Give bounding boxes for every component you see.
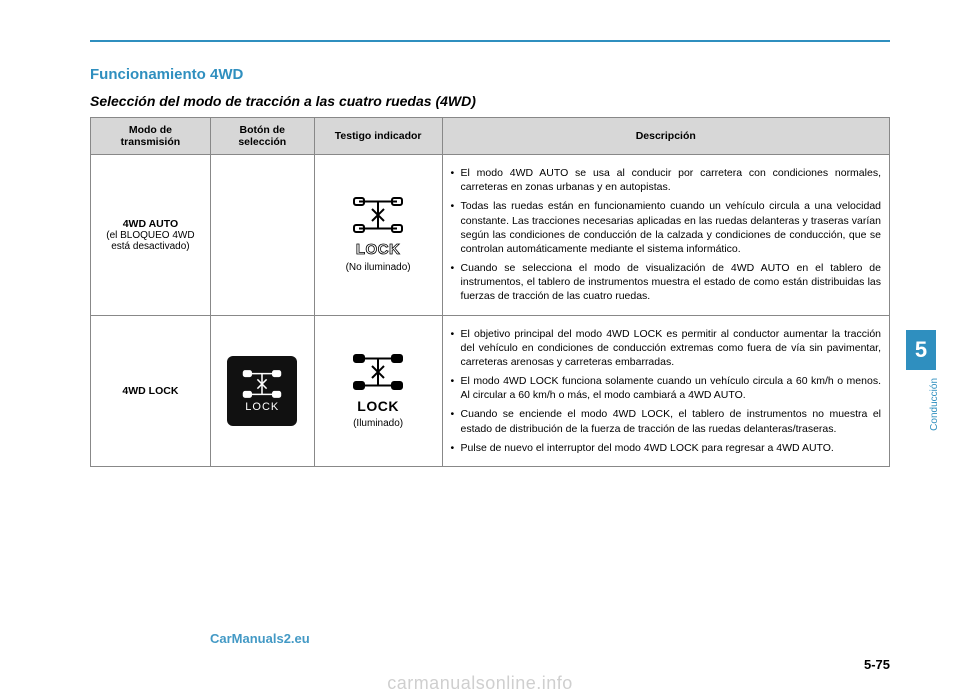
- indicator-caption: (No iluminado): [346, 262, 411, 273]
- lock-button-label: LOCK: [245, 401, 279, 413]
- bullet: El objetivo principal del modo 4WD LOCK …: [451, 327, 881, 370]
- indicator-cell: LOCK (Iluminado): [314, 315, 442, 466]
- lock-word: LOCK: [356, 241, 401, 258]
- chapter-label: Conducción: [929, 378, 940, 431]
- bullet: Cuando se selecciona el modo de visualiz…: [451, 261, 881, 304]
- lock-button-icon: [242, 369, 282, 399]
- mode-cell: 4WD AUTO (el BLOQUEO 4WD está desactivad…: [91, 155, 211, 316]
- col-button: Botón de selección: [210, 118, 314, 155]
- section-title: Funcionamiento 4WD: [90, 66, 890, 83]
- button-cell: LOCK: [210, 315, 314, 466]
- mode-main: 4WD AUTO: [99, 218, 202, 230]
- bullet: Cuando se enciende el modo 4WD LOCK, el …: [451, 407, 881, 435]
- button-cell: [210, 155, 314, 316]
- watermark-carmanuals2: CarManuals2.eu: [210, 631, 310, 646]
- lock-indicator-icon: [352, 196, 404, 237]
- col-indicator: Testigo indicador: [314, 118, 442, 155]
- mode-cell: 4WD LOCK: [91, 315, 211, 466]
- col-description: Descripción: [442, 118, 889, 155]
- lock-word: LOCK: [357, 398, 399, 414]
- table-row: 4WD AUTO (el BLOQUEO 4WD está desactivad…: [91, 155, 890, 316]
- watermark-carmanualsonline: carmanualsonline.info: [0, 673, 960, 694]
- mode-table: Modo de transmisión Botón de selección T…: [90, 117, 890, 467]
- mode-sub: (el BLOQUEO 4WD está desactivado): [99, 230, 202, 252]
- indicator-cell: LOCK (No iluminado): [314, 155, 442, 316]
- description-cell: El modo 4WD AUTO se usa al conducir por …: [442, 155, 889, 316]
- lock-button-tile: LOCK: [227, 356, 297, 426]
- mode-main: 4WD LOCK: [99, 385, 202, 397]
- page-number: 5-75: [864, 657, 890, 672]
- document-page: Funcionamiento 4WD Selección del modo de…: [0, 0, 960, 700]
- bullet: Pulse de nuevo el interruptor del modo 4…: [451, 441, 881, 455]
- chapter-tab: 5: [906, 330, 936, 370]
- bullet: El modo 4WD AUTO se usa al conducir por …: [451, 166, 881, 194]
- subsection-title: Selección del modo de tracción a las cua…: [90, 93, 890, 109]
- bullet: Todas las ruedas están en funcionamiento…: [451, 199, 881, 256]
- col-mode: Modo de transmisión: [91, 118, 211, 155]
- lock-indicator-icon: [352, 353, 404, 394]
- bullet: El modo 4WD LOCK funciona solamente cuan…: [451, 374, 881, 402]
- description-cell: El objetivo principal del modo 4WD LOCK …: [442, 315, 889, 466]
- top-rule: [90, 40, 890, 42]
- table-header-row: Modo de transmisión Botón de selección T…: [91, 118, 890, 155]
- indicator-caption: (Iluminado): [353, 418, 403, 429]
- table-row: 4WD LOCK: [91, 315, 890, 466]
